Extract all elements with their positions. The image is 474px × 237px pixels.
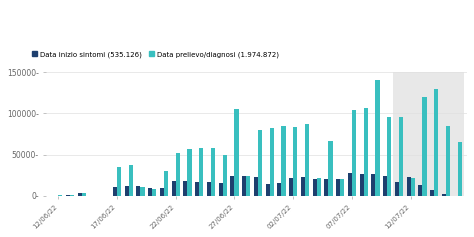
- Bar: [223, 155, 227, 196]
- Bar: [160, 188, 164, 196]
- Bar: [317, 178, 321, 196]
- Bar: [230, 176, 235, 196]
- Bar: [265, 183, 270, 196]
- Bar: [312, 179, 317, 196]
- Bar: [172, 182, 176, 196]
- Bar: [375, 80, 380, 196]
- Bar: [336, 178, 340, 196]
- Bar: [399, 118, 403, 196]
- Bar: [418, 185, 422, 196]
- Bar: [422, 97, 427, 196]
- Bar: [324, 179, 328, 196]
- Bar: [199, 148, 203, 196]
- Bar: [328, 141, 333, 196]
- Bar: [282, 126, 285, 196]
- Bar: [195, 182, 199, 196]
- Bar: [430, 190, 434, 196]
- Bar: [410, 178, 415, 196]
- Bar: [348, 173, 352, 196]
- Bar: [148, 188, 152, 196]
- Bar: [352, 110, 356, 196]
- Bar: [117, 167, 121, 196]
- Bar: [211, 148, 215, 196]
- Bar: [66, 195, 70, 196]
- Bar: [364, 108, 368, 196]
- Bar: [82, 193, 86, 196]
- Bar: [70, 195, 74, 196]
- Bar: [442, 194, 446, 196]
- Bar: [183, 181, 187, 196]
- Bar: [140, 187, 145, 196]
- Bar: [187, 149, 191, 196]
- Bar: [340, 179, 344, 196]
- Bar: [371, 174, 375, 196]
- Bar: [446, 126, 450, 196]
- Bar: [305, 124, 309, 196]
- Bar: [301, 177, 305, 196]
- Bar: [219, 183, 223, 196]
- Bar: [360, 174, 364, 196]
- Bar: [289, 178, 293, 196]
- Bar: [246, 176, 250, 196]
- Bar: [113, 187, 117, 196]
- Legend: Data inizio sintomi (535.126), Data prelievo/diagnosi (1.974.872): Data inizio sintomi (535.126), Data prel…: [29, 48, 282, 60]
- Bar: [383, 176, 387, 196]
- Bar: [235, 109, 238, 196]
- Bar: [242, 176, 246, 196]
- Bar: [78, 193, 82, 196]
- Bar: [129, 165, 133, 196]
- Bar: [395, 182, 399, 196]
- Bar: [387, 118, 391, 196]
- Bar: [125, 187, 129, 196]
- Bar: [176, 153, 180, 196]
- Bar: [137, 186, 140, 196]
- Bar: [270, 128, 274, 196]
- Bar: [207, 182, 211, 196]
- Bar: [152, 189, 156, 196]
- Bar: [393, 72, 464, 196]
- Bar: [258, 130, 262, 196]
- Bar: [293, 127, 297, 196]
- Bar: [277, 183, 282, 196]
- Bar: [434, 89, 438, 196]
- Bar: [164, 171, 168, 196]
- Bar: [458, 142, 462, 196]
- Bar: [407, 177, 410, 196]
- Bar: [254, 177, 258, 196]
